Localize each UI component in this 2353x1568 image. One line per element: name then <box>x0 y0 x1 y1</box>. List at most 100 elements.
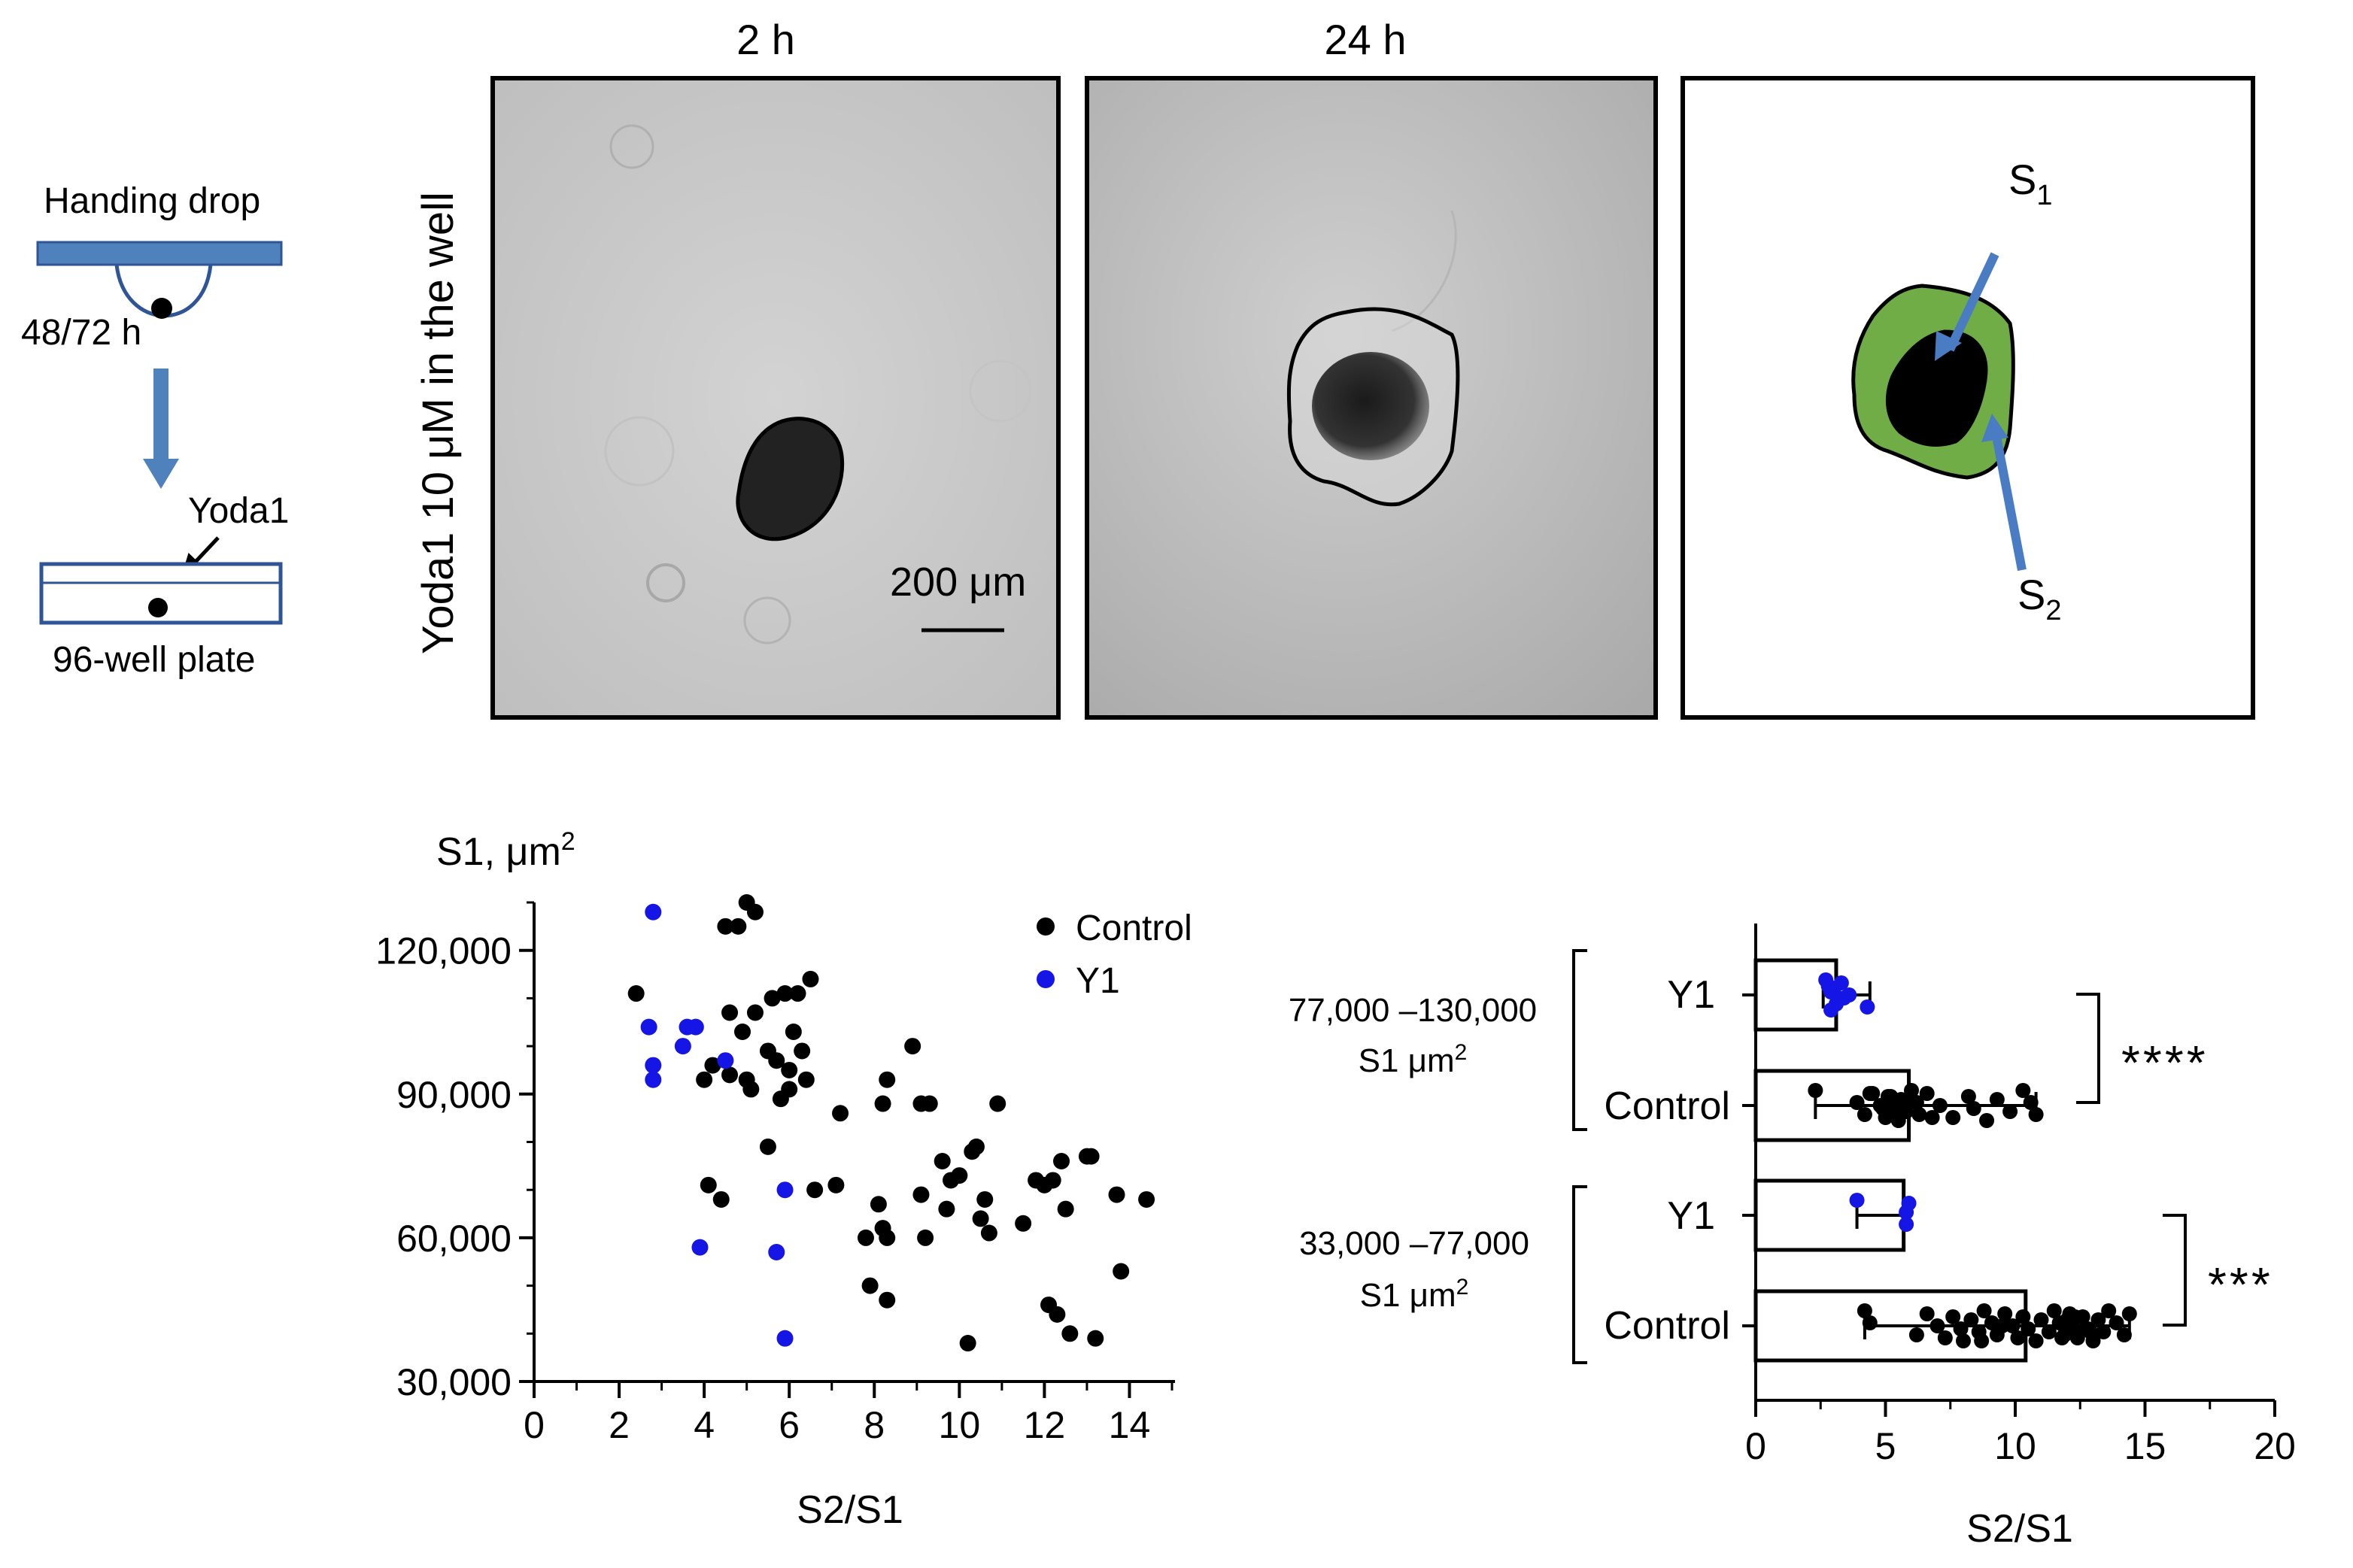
treatment-side-label: Yoda1 10 μM in the well <box>414 192 463 654</box>
spheroid-24h-core <box>1312 352 1429 460</box>
bar-point <box>2090 1312 2106 1327</box>
scatter-x-tick-label: 14 <box>1109 1404 1151 1446</box>
scale-bar-label: 200 μm <box>890 560 1026 605</box>
scatter-x-tick-label: 0 <box>524 1404 545 1446</box>
control-point <box>721 1066 739 1084</box>
bar-x-ticks: 0 5 10 15 20 <box>1745 1400 2296 1467</box>
group-range-high: 77,000 –130,000 <box>1289 992 1537 1029</box>
plate-label: 96-well plate <box>53 640 255 680</box>
bar-point <box>1945 1309 1961 1324</box>
s1-label: S1 <box>2008 156 2053 211</box>
s1-arrow <box>1935 252 1999 361</box>
y1-point <box>645 1057 662 1074</box>
scatter-y-tick-label: 90,000 <box>396 1074 512 1116</box>
bar-point <box>1857 1303 1872 1318</box>
control-point <box>746 903 764 920</box>
y1-point <box>776 1330 794 1347</box>
bar-point <box>1974 1333 1990 1348</box>
control-point <box>980 1224 997 1242</box>
control-point <box>1113 1263 1130 1280</box>
bar-bars <box>1742 958 2137 1363</box>
micrograph-row: Yoda1 10 μM in the well 2 h 24 h 200 μm <box>414 16 2255 720</box>
scatter-x-ticks: 0 2 4 6 8 10 12 14 <box>524 1381 1173 1446</box>
bar-point <box>2101 1303 2117 1318</box>
s2-arrow <box>1981 414 2027 572</box>
control-point <box>959 1335 976 1352</box>
s2-label: S2 <box>2018 571 2062 626</box>
control-point <box>879 1291 896 1309</box>
control-point <box>934 1152 951 1169</box>
control-point <box>972 1210 989 1227</box>
area-schematic: S1 S2 <box>1680 76 2255 720</box>
bar-point <box>1899 1217 1914 1232</box>
control-point <box>921 1095 938 1112</box>
control-point <box>832 1105 849 1122</box>
category-label-y1-low: Y1 <box>1667 1194 1715 1238</box>
control-point <box>904 1038 921 1055</box>
bar-point <box>2046 1303 2062 1318</box>
control-point <box>696 1071 713 1088</box>
control-point <box>627 985 645 1002</box>
bar-x-tick-label: 5 <box>1875 1425 1896 1467</box>
significance-label-high: **** <box>2121 1036 2209 1090</box>
spheroid-2h <box>736 417 845 541</box>
bar-point <box>1929 1318 1945 1333</box>
scatter-x-tick-label: 6 <box>779 1404 800 1446</box>
control-point <box>861 1277 879 1294</box>
scatter-y-tick-label: 120,000 <box>375 930 512 972</box>
y1-point <box>674 1038 691 1055</box>
control-point <box>789 985 806 1002</box>
control-point <box>857 1229 874 1246</box>
significance-label-low: *** <box>2208 1257 2273 1312</box>
group-unit-low: S1 μm2 <box>1360 1275 1469 1314</box>
control-point <box>721 1004 739 1021</box>
bar-x-tick-label: 20 <box>2254 1425 2296 1467</box>
bar-point <box>1989 1092 2005 1107</box>
scatter-x-tick-label: 12 <box>1024 1404 1066 1446</box>
bar-point <box>2028 1107 2044 1122</box>
control-point <box>700 1176 717 1193</box>
bar-point <box>1908 1095 1924 1110</box>
bar-point <box>2005 1318 2021 1333</box>
bar-point <box>1857 1107 1872 1122</box>
bar-point <box>2083 1324 2099 1339</box>
control-point <box>1057 1200 1074 1218</box>
control-point <box>806 1181 824 1199</box>
control-point <box>1138 1190 1155 1208</box>
bar-point <box>2116 1327 2132 1342</box>
bar-point <box>1979 1113 1995 1128</box>
legend-y1-marker <box>1037 970 1055 988</box>
bar-point <box>1904 1083 1919 1098</box>
bar-point <box>1976 1303 1992 1318</box>
control-point <box>1087 1330 1104 1347</box>
bar-point <box>1896 1098 1911 1113</box>
scatter-x-tick-label: 2 <box>609 1404 630 1446</box>
control-point <box>912 1186 930 1203</box>
s1-area <box>1885 329 1988 447</box>
bar-point <box>1919 1306 1935 1321</box>
bar-point <box>2109 1315 2124 1330</box>
bar-point <box>1924 1110 1940 1125</box>
compound-label: Yoda1 <box>188 491 289 531</box>
y1-point <box>687 1018 704 1036</box>
y1-point <box>776 1181 794 1199</box>
bar-point <box>1945 1110 1961 1125</box>
scatter-legend: Control Y1 <box>1037 908 1192 1001</box>
control-point <box>802 970 819 987</box>
group-bracket-high <box>1572 949 1587 1131</box>
control-point <box>730 917 747 935</box>
bar-x-tick-label: 0 <box>1745 1425 1766 1467</box>
control-point <box>976 1190 994 1208</box>
bar-point <box>2121 1306 2137 1321</box>
category-label-control-high: Control <box>1604 1084 1730 1128</box>
bar-point <box>1953 1321 1969 1336</box>
y1-point <box>691 1239 709 1256</box>
y1-point <box>768 1244 785 1261</box>
incubation-time-label: 48/72 h <box>21 313 141 353</box>
control-point <box>938 1200 955 1218</box>
control-point <box>870 1196 887 1213</box>
y1-point <box>645 903 662 920</box>
schematic: Handing drop 48/72 h Yoda1 96-well plate <box>21 181 289 680</box>
control-point <box>1049 1306 1066 1323</box>
